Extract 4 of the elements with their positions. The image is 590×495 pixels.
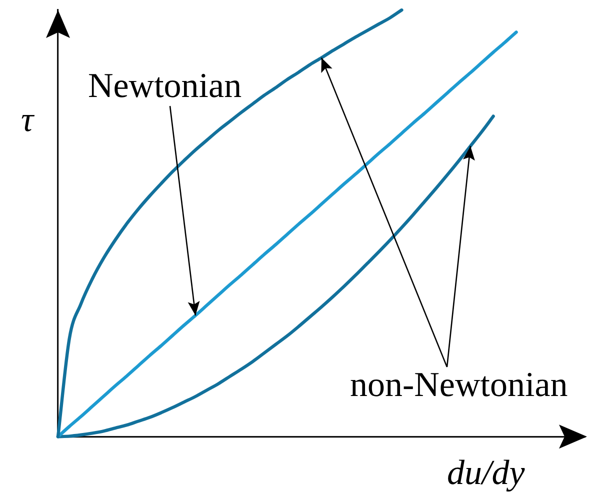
annotation: non-Newtonian bbox=[350, 365, 568, 404]
x-axis-title: du/dy bbox=[447, 453, 525, 492]
annotation: Newtonian bbox=[88, 66, 242, 105]
y-axis-title: τ bbox=[21, 100, 34, 139]
